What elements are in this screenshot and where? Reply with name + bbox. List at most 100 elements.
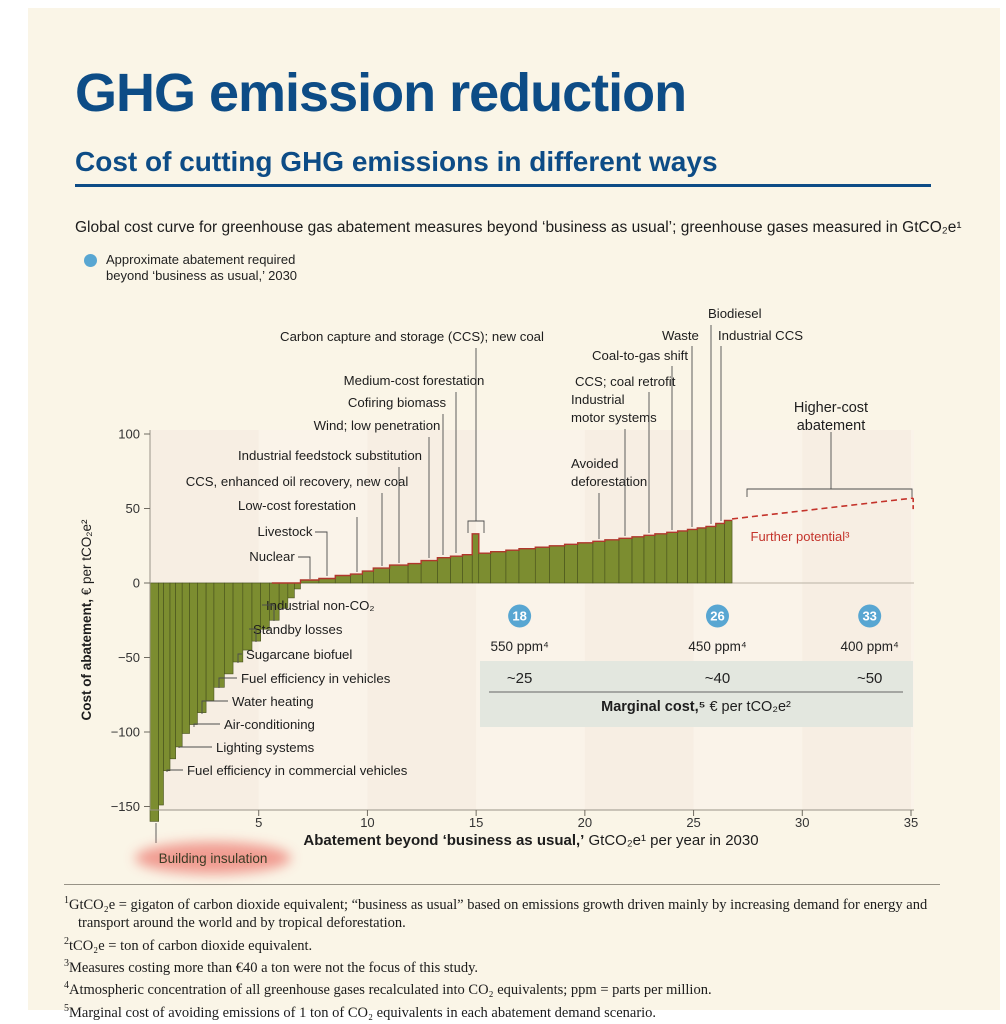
bar-medium-cost-forestation: [450, 555, 463, 584]
bar-carbon-capture-and-storage-ccs-new-coal: [471, 533, 480, 584]
bar-water-heating: [197, 582, 207, 713]
measure-bottom-label: Industrial non-CO₂: [266, 598, 374, 613]
legend: Approximate abatement required beyond ‘b…: [84, 252, 297, 284]
page-subtitle: Cost of cutting GHG emissions in differe…: [75, 146, 718, 177]
bar-ccs-enhanced-oil-recovery-new-coal: [373, 567, 390, 584]
measure-top-leader-line: [315, 531, 328, 576]
page-title: GHG emission reduction: [75, 63, 687, 123]
footnote-text: GtCO₂e = gigaton of carbon dioxide equiv…: [69, 896, 928, 932]
measure-top-label: Biodiesel: [708, 306, 762, 321]
bar-fuel-efficiency-in-vehicles: [213, 582, 225, 688]
y-tick-label: −50: [118, 650, 140, 665]
scenario-badge: [705, 604, 729, 628]
bar-lighting-systems: [175, 582, 183, 748]
bar-biodiesel: [705, 526, 717, 584]
measure-bottom-label: Lighting systems: [216, 740, 315, 755]
bar-air-conditioning: [189, 582, 198, 725]
cost-step-line: [271, 519, 733, 584]
plot-band: [367, 430, 477, 810]
footnote-text: Measures costing more than €40 a ton wer…: [69, 959, 479, 976]
measure-top-label: Nuclear: [249, 549, 295, 564]
bar-segment: [362, 570, 374, 584]
bar-industrial-ccs: [715, 523, 725, 584]
measure-bottom-label: Standby losses: [253, 622, 343, 637]
measure-bottom-leader-line: [201, 700, 228, 714]
footnote-marker: 2: [64, 935, 69, 947]
bar-segment: [490, 551, 507, 584]
bar-segment: [407, 563, 422, 584]
marginal-cost-band: [480, 661, 913, 727]
legend-label: Approximate abatement required beyond ‘b…: [106, 252, 297, 284]
bar-segment: [549, 545, 565, 584]
scenario-badge: [858, 604, 882, 628]
marginal-cost-value: ~40: [705, 670, 730, 687]
footnote-marker: 3: [64, 958, 69, 970]
bar-segment: [478, 552, 492, 584]
bar-coal-to-gas-shift: [666, 532, 679, 584]
plot-band: [911, 430, 914, 810]
legend-dot-icon: [84, 254, 97, 267]
legend-line-2: beyond ‘business as usual,’ 2030: [106, 268, 298, 283]
bar-avoided-deforestation: [592, 540, 606, 584]
plot-band: [476, 430, 585, 810]
measure-bottom-label: Fuel efficiency in commercial vehicles: [187, 763, 408, 778]
bar-segment: [534, 546, 550, 584]
bar-segment: [604, 539, 620, 584]
measure-bottom-label: Water heating: [232, 694, 314, 709]
bar-segment: [158, 582, 164, 806]
bar-livestock: [318, 578, 336, 584]
footnote-1: 1GtCO₂e = gigaton of carbon dioxide equi…: [64, 892, 946, 933]
y-tick-label: −150: [111, 799, 140, 814]
measure-top-label: CCS, enhanced oil recovery, new coal: [186, 474, 409, 489]
measure-bottom-leader-line: [218, 677, 237, 688]
measure-top-label: motor systems: [571, 410, 657, 425]
bar-segment: [518, 548, 536, 584]
measure-bottom-label: Sugarcane biofuel: [246, 647, 352, 662]
bar-segment: [654, 533, 668, 584]
measure-bottom-leader-line: [193, 723, 220, 727]
measure-top-label: Avoided: [571, 456, 618, 471]
bar-segment: [677, 530, 688, 584]
marginal-cost-value: ~50: [857, 670, 882, 687]
measure-bottom-leader-line: [178, 746, 212, 748]
bar-segment: [505, 549, 520, 584]
plot-band: [584, 430, 694, 810]
legend-line-1: Approximate abatement required: [106, 252, 296, 267]
scenario-badge-number: 18: [512, 609, 526, 624]
footnote-divider: [64, 884, 940, 885]
footnote-text: Atmospheric concentration of all greenho…: [69, 982, 712, 999]
building-insulation-highlight: [135, 842, 291, 874]
chart-description: Global cost curve for greenhouse gas aba…: [75, 219, 962, 236]
bar-segment: [224, 582, 234, 675]
y-axis-title: Cost of abatement, € per tCO₂e²: [79, 519, 94, 721]
measure-bottom-label: Air-conditioning: [224, 717, 315, 732]
measure-bottom-label: Fuel efficiency in vehicles: [241, 671, 391, 686]
measure-top-label: Industrial: [571, 392, 625, 407]
plot-band: [802, 430, 912, 810]
footnote-text: tCO₂e = ton of carbon dioxide equivalent…: [69, 937, 313, 954]
bar-segment: [242, 582, 253, 651]
bar-industrial-motor-systems: [618, 537, 633, 584]
bar-segment: [631, 536, 645, 584]
bar-sugarcane-biofuel: [232, 582, 244, 663]
further-potential-line: [731, 497, 914, 520]
bar-segment: [287, 582, 295, 599]
x-tick-label: 10: [360, 815, 374, 830]
y-tick-label: 0: [133, 576, 140, 591]
y-tick-label: 50: [126, 501, 140, 516]
measure-top-label: Medium-cost forestation: [344, 373, 485, 388]
x-tick-label: 15: [469, 815, 483, 830]
bar-industrial-feedstock-substitution: [389, 564, 409, 584]
bar-segment: [205, 582, 215, 702]
x-tick-label: 35: [904, 815, 918, 830]
bar-segment: [564, 543, 578, 584]
measure-top-label: Waste: [662, 328, 699, 343]
x-tick-label: 25: [686, 815, 700, 830]
bar-wind-low-penetration: [420, 560, 438, 584]
measure-bottom-leader-line: [262, 604, 275, 621]
measure-top-label: Cofiring biomass: [348, 395, 447, 410]
measure-top-label: CCS; coal retrofit: [575, 374, 676, 389]
footnote-marker: 5: [64, 1002, 69, 1014]
measure-top-label: Coal-to-gas shift: [592, 348, 688, 363]
